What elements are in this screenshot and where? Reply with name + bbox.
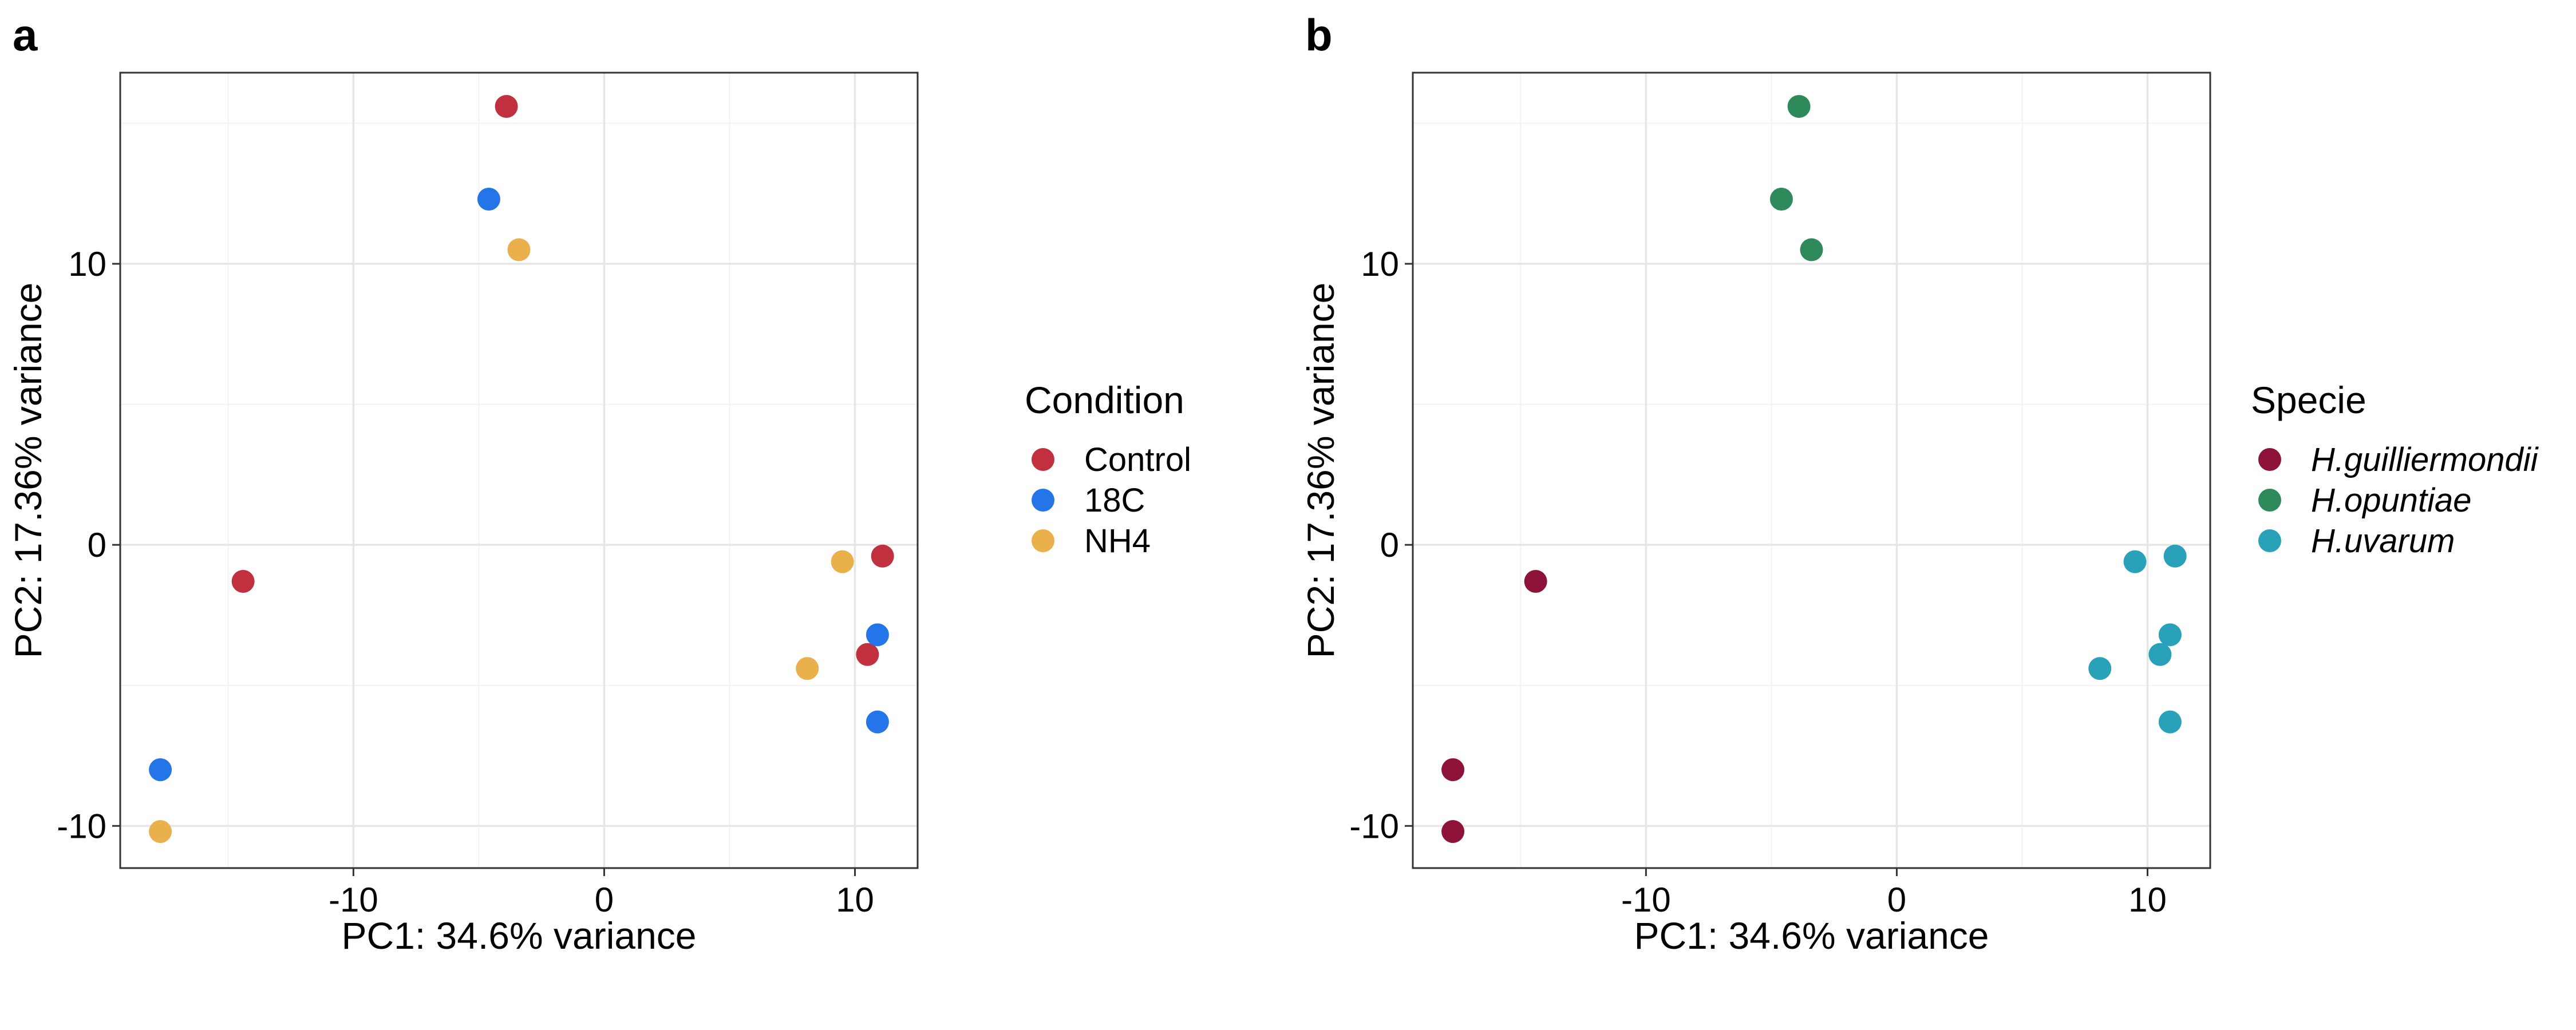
panel-a-label: a <box>13 10 38 60</box>
panel-b-data-point <box>1441 820 1465 843</box>
panel-b-y-axis-title: PC2: 17.36% variance <box>1299 283 1342 659</box>
panel-a-data-point <box>831 550 854 573</box>
panel-a-legend-key <box>1032 529 1054 552</box>
panel-a-data-point <box>866 623 889 647</box>
panel-a-y-tick-label: 0 <box>88 526 106 564</box>
panel-a-x-tick-label: 0 <box>595 881 614 919</box>
panel-a-points <box>149 94 894 843</box>
panel-b-legend-title: Specie <box>2251 379 2366 421</box>
panel-b-y-tick-label: 10 <box>1361 245 1399 283</box>
panel-b-ticks: -10 0 10 -10 0 10 <box>1349 245 2167 919</box>
panel-b-legend-label: H.opuntiae <box>2311 482 2472 519</box>
panel-b-legend-label: H.guilliermondii <box>2311 441 2539 478</box>
panel-a-data-point <box>871 544 894 568</box>
panel-b-y-tick-label: -10 <box>1349 807 1399 845</box>
panel-b-legend-key <box>2258 529 2281 552</box>
panel-b: b -10 0 10 -10 0 10 PC1: 34.6% variance PC2: … <box>1299 10 2539 957</box>
panel-b-points <box>1441 94 2187 843</box>
panel-a-legend-key <box>1032 448 1054 471</box>
panel-b-data-point <box>2163 544 2187 568</box>
panel-a-x-tick-label: 10 <box>836 881 874 919</box>
panel-a-y-tick-label: -10 <box>57 807 106 845</box>
panel-b-legend-label: H.uvarum <box>2311 522 2455 560</box>
panel-a-data-point <box>149 820 172 843</box>
panel-b-x-tick-label: 0 <box>1887 881 1906 919</box>
panel-a-data-point <box>866 710 889 734</box>
panel-a-grid <box>120 73 918 868</box>
panel-b-data-point <box>2148 643 2172 666</box>
panel-a-x-axis-title: PC1: 34.6% variance <box>341 914 696 957</box>
panel-b-data-point <box>1800 238 1823 262</box>
panel-a-legend-label: NH4 <box>1084 522 1151 560</box>
panel-a-ticks: -10 0 10 -10 0 10 <box>57 245 874 919</box>
panel-b-legend-key <box>2258 448 2281 471</box>
panel-a-legend-key <box>1032 489 1054 512</box>
panel-a-legend-label: Control <box>1084 441 1191 478</box>
panel-b-x-tick-label: -10 <box>1621 881 1671 919</box>
panel-b-data-point <box>1524 570 1547 593</box>
panel-b-plot-area <box>1412 72 2211 869</box>
panel-a-data-point <box>495 94 518 118</box>
panel-a-data-point <box>796 657 819 680</box>
panel-a: a -10 0 10 -10 0 10 PC1: 34.6% variance PC2: … <box>7 10 1191 957</box>
panel-a-data-point <box>231 570 255 593</box>
panel-b-legend: Specie H.guilliermondii H.opuntiaeH.uvaru… <box>2251 379 2539 560</box>
panel-b-legend-key <box>2258 489 2281 512</box>
panel-a-legend-title: Condition <box>1025 379 1184 421</box>
panel-b-y-tick-label: 0 <box>1380 526 1399 564</box>
panel-a-x-tick-label: -10 <box>329 881 378 919</box>
panel-a-data-point <box>507 238 531 262</box>
panel-a-y-axis-title: PC2: 17.36% variance <box>7 283 49 659</box>
panel-b-data-point <box>2123 550 2147 573</box>
panel-b-label: b <box>1305 10 1333 60</box>
panel-b-grid <box>1413 73 2210 868</box>
panel-b-x-axis-title: PC1: 34.6% variance <box>1634 914 1989 957</box>
panel-a-data-point <box>477 188 500 211</box>
panel-b-data-point <box>1441 758 1465 782</box>
panel-a-legend-label: 18C <box>1084 482 1145 519</box>
panel-b-data-point <box>2158 710 2182 734</box>
panel-b-data-point <box>1787 94 1811 118</box>
panel-a-plot-area <box>119 72 919 869</box>
panel-a-y-tick-label: 10 <box>68 245 106 283</box>
panel-b-x-tick-label: 10 <box>2128 881 2167 919</box>
panel-a-data-point <box>149 758 172 782</box>
panel-a-data-point <box>856 643 879 666</box>
panel-b-data-point <box>2158 623 2182 647</box>
panel-b-data-point <box>2088 657 2112 680</box>
panel-b-data-point <box>1769 188 1793 211</box>
